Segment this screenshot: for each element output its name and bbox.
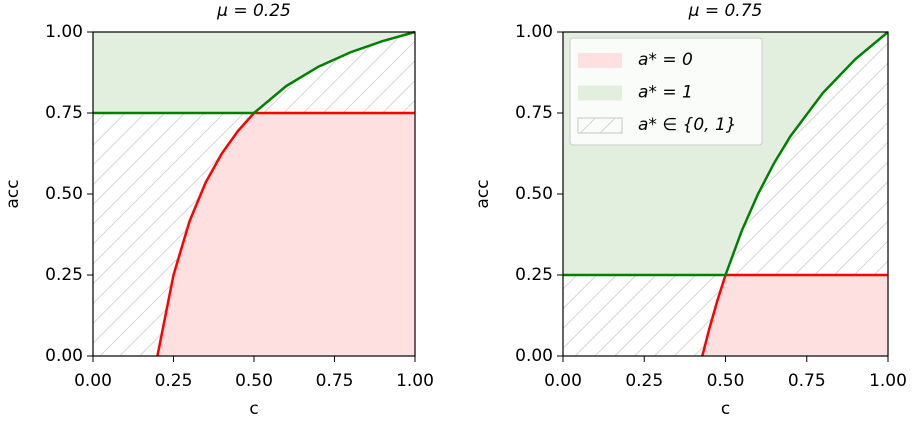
line: [93, 30, 416, 115]
x-tick-label: 0.25: [625, 371, 663, 391]
legend-swatch: [578, 85, 622, 101]
x-axis-label: c: [721, 399, 730, 419]
x-tick-label: 0.75: [316, 371, 354, 391]
y-tick-label: 1.00: [515, 22, 553, 42]
legend-label: a* ∈ {0, 1}: [638, 115, 737, 135]
y-tick-label: 0.75: [515, 103, 553, 123]
line: [701, 273, 888, 357]
legend-label: a* = 1: [638, 83, 693, 103]
y-tick-label: 0.50: [45, 184, 83, 204]
line: [563, 31, 889, 277]
x-tick-label: 0.75: [788, 371, 826, 391]
x-tick-label: 0.00: [544, 371, 582, 391]
legend-swatch: [578, 53, 622, 68]
y-axis-label: acc: [3, 179, 23, 208]
chart-title: μ = 0.75: [688, 1, 763, 21]
region-fill: [157, 113, 415, 356]
x-axis-label: c: [249, 399, 258, 419]
x-tick-label: 0.25: [155, 371, 193, 391]
x-tick-label: 1.00: [396, 371, 434, 391]
subplot: 0.00 0.25 0.50 0.75 1.00 0.00 0.25 0.50 0.75 1.00…: [473, 1, 907, 419]
x-tick-label: 0.00: [74, 371, 112, 391]
legend-swatch: [577, 117, 623, 134]
x-tick-label: 0.50: [235, 371, 273, 391]
y-tick-label: 0.25: [45, 265, 83, 285]
y-tick-label: 0.00: [45, 346, 83, 366]
x-tick-label: 0.50: [707, 371, 745, 391]
legend: a* = 0 a* = 1 a* ∈ {0, 1}: [569, 37, 763, 146]
y-tick-label: 0.75: [45, 103, 83, 123]
y-tick-label: 1.00: [45, 22, 83, 42]
line: [156, 111, 415, 357]
region-fill: [93, 32, 415, 113]
legend-label: a* = 0: [638, 50, 693, 70]
y-tick-label: 0.50: [515, 184, 553, 204]
y-tick-label: 0.00: [515, 346, 553, 366]
y-axis-label: acc: [473, 179, 493, 208]
chart-title: μ = 0.25: [216, 1, 291, 21]
y-tick-label: 0.25: [515, 265, 553, 285]
x-tick-label: 1.00: [869, 371, 907, 391]
subplot: 0.00 0.25 0.50 0.75 1.00 0.00 0.25 0.50 0.75 1.00…: [3, 1, 434, 419]
region-fill: [702, 275, 888, 356]
